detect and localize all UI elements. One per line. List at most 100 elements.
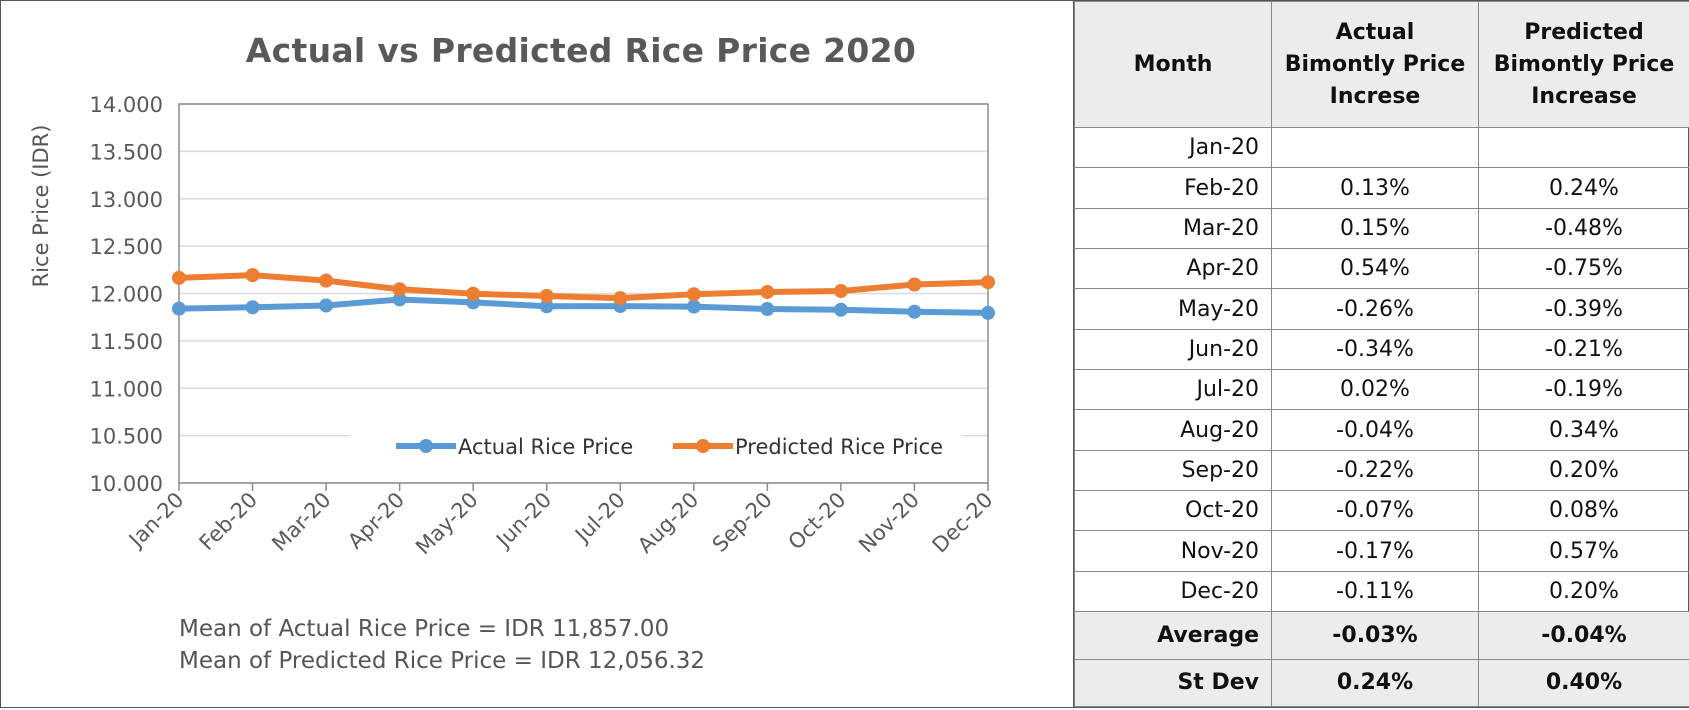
legend-swatch-marker [419,439,433,453]
x-tick-label: Mar-20 [267,488,335,556]
month-cell: Jul-20 [1074,369,1272,411]
x-tick-label: Sep-20 [708,488,777,557]
data-point [172,270,186,285]
data-point [613,291,628,306]
y-tick-label: 11.500 [90,330,163,354]
actual-increase-cell [1271,126,1479,169]
table-row: Aug-20 -0.04% 0.34% [1074,409,1689,451]
predicted-increase-cell: 0.40% [1478,658,1689,708]
mean-predicted-note: Mean of Predicted Rice Price = IDR 12,05… [179,648,706,674]
chart-panel: Actual vs Predicted Rice Price 2020 Rice… [0,0,1074,708]
header-predicted-increase: Predicted Bimontly Price Increase [1478,1,1689,128]
data-point [172,301,186,316]
x-tick-label: Dec-20 [928,488,998,558]
y-tick-label: 11.000 [90,377,163,401]
mean-actual-note: Mean of Actual Rice Price = IDR 11,857.0… [179,616,670,642]
month-cell: Aug-20 [1074,409,1272,451]
x-tick-label: Apr-20 [343,488,409,554]
table-header-row: Month Actual Bimontly Price Increse Pred… [1074,1,1689,128]
x-tick-label: Jan-20 [123,488,189,554]
y-tick-label: 13.500 [90,140,163,164]
actual-increase-cell: -0.04% [1271,409,1479,451]
table-row: Jul-20 0.02% -0.19% [1074,369,1689,411]
predicted-increase-cell: -0.19% [1478,369,1689,411]
y-tick-label: 14.000 [90,93,163,117]
data-point [833,284,848,299]
data-point [760,284,775,299]
predicted-increase-cell: 0.57% [1478,530,1689,572]
table-row: Apr-20 0.54% -0.75% [1074,248,1689,290]
header-actual-increase: Actual Bimontly Price Increse [1271,1,1479,128]
summary-row: Average -0.03% -0.04% [1074,611,1689,660]
predicted-increase-cell [1478,126,1689,169]
y-tick-label: 13.000 [90,188,163,212]
actual-increase-cell: -0.03% [1271,611,1479,660]
data-point [245,300,260,315]
price-increase-table: Month Actual Bimontly Price Increse Pred… [1074,1,1689,708]
predicted-increase-cell: -0.39% [1478,288,1689,330]
legend-swatch-marker [696,439,710,453]
actual-increase-cell: 0.02% [1271,369,1479,411]
month-cell: Average [1074,611,1272,660]
table-row: Feb-20 0.13% 0.24% [1074,167,1689,209]
data-point [833,302,848,317]
y-tick-label: 10.000 [90,472,163,496]
actual-increase-cell: -0.11% [1271,570,1479,613]
actual-increase-cell: 0.24% [1271,658,1479,708]
actual-increase-cell: 0.54% [1271,248,1479,290]
month-cell: Dec-20 [1074,570,1272,613]
x-tick-label: Feb-20 [195,488,263,556]
data-point [760,302,775,317]
month-cell: Jan-20 [1074,126,1272,169]
y-tick-label: 12.500 [90,235,163,259]
line-chart: 10.000 10.500 11.000 11.500 12.000 12.500 13.0… [90,93,998,560]
data-point [981,275,995,290]
data-point [319,298,334,313]
data-point [539,299,554,314]
actual-increase-cell: -0.34% [1271,328,1479,371]
actual-increase-cell: -0.07% [1271,490,1479,532]
legend-label: Predicted Rice Price [735,435,943,459]
actual-increase-cell: -0.17% [1271,530,1479,572]
chart-title: Actual vs Predicted Rice Price 2020 [245,31,917,70]
price-increase-table-panel: Month Actual Bimontly Price Increse Pred… [1074,0,1689,708]
predicted-increase-cell: -0.04% [1478,611,1689,660]
data-point [539,289,554,304]
table-row: Dec-20 -0.11% 0.20% [1074,570,1689,613]
data-point [466,286,481,301]
summary-row: St Dev 0.24% 0.40% [1074,658,1689,708]
plot-area-border [178,103,989,484]
legend-label: Actual Rice Price [458,435,633,459]
table-row: Jan-20 [1074,126,1689,169]
header-month: Month [1074,1,1272,128]
actual-increase-cell: -0.22% [1271,449,1479,492]
month-cell: May-20 [1074,288,1272,330]
table-row: Oct-20 -0.07% 0.08% [1074,490,1689,532]
y-tick-label: 12.000 [90,283,163,307]
data-point [392,282,407,297]
predicted-increase-cell: -0.75% [1478,248,1689,290]
month-cell: Apr-20 [1074,248,1272,290]
x-tick-label: Aug-20 [633,488,703,558]
x-tick-label: May-20 [411,488,483,560]
month-cell: St Dev [1074,658,1272,708]
predicted-increase-cell: 0.34% [1478,409,1689,451]
series-line-actual [176,296,991,316]
table-row: Sep-20 -0.22% 0.20% [1074,449,1689,492]
actual-increase-cell: 0.13% [1271,167,1479,209]
predicted-increase-cell: 0.08% [1478,490,1689,532]
actual-increase-cell: 0.15% [1271,207,1479,250]
data-point [907,277,922,292]
x-tick-label: Jul-20 [569,488,630,549]
data-point [907,304,922,319]
predicted-increase-cell: 0.20% [1478,449,1689,492]
data-point [392,292,407,307]
table-row: Mar-20 0.15% -0.48% [1074,207,1689,250]
mean-notes: Mean of Actual Rice Price = IDR 11,857.0… [179,613,705,677]
actual-increase-cell: -0.26% [1271,288,1479,330]
month-cell: Jun-20 [1074,328,1272,371]
data-point [686,299,701,314]
x-tick-label: Jun-20 [490,488,556,554]
table-row: May-20 -0.26% -0.39% [1074,288,1689,330]
data-point [319,273,334,288]
